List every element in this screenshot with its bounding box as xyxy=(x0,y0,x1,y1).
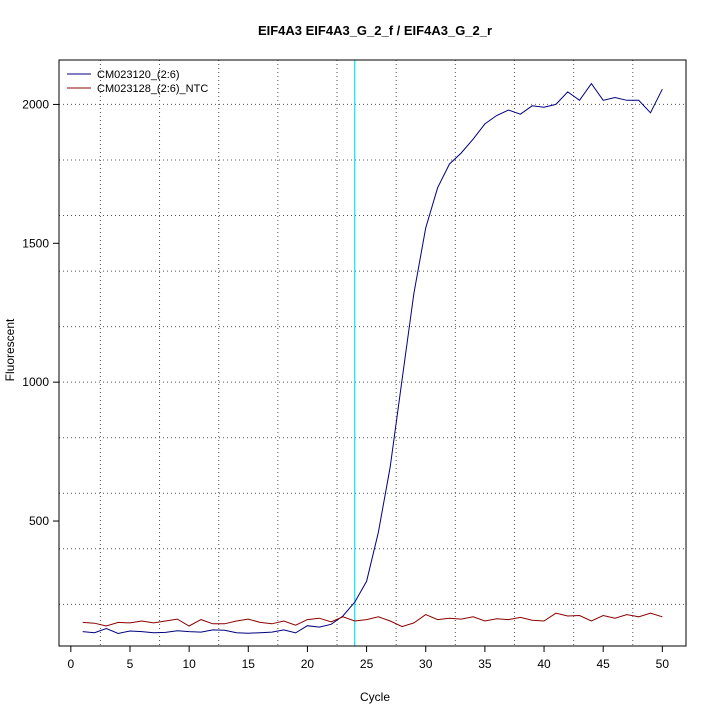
plot-frame xyxy=(58,59,687,647)
chart-title: EIF4A3 EIF4A3_G_2_f / EIF4A3_G_2_r xyxy=(258,23,492,38)
x-tick-label: 0 xyxy=(67,657,74,671)
x-tick-label: 10 xyxy=(182,657,196,671)
legend-entry-label: CM023128_(2:6)_NTC xyxy=(97,83,208,95)
series-line-1 xyxy=(82,82,663,635)
x-axis: 0 5 10 15 20 25 30 35 40 45 50 xyxy=(67,646,669,671)
x-tick-label: 30 xyxy=(419,657,433,671)
x-tick-label: 5 xyxy=(127,657,134,671)
series-layer xyxy=(82,82,663,635)
y-axis-label: Fluorescent xyxy=(3,318,17,381)
grid xyxy=(59,60,686,646)
y-tick-label: 2000 xyxy=(22,97,49,111)
legend-entry-label: CM023120_(2:6) xyxy=(97,69,180,81)
x-tick-label: 15 xyxy=(242,657,256,671)
x-axis-label: Cycle xyxy=(360,690,390,704)
x-tick-label: 40 xyxy=(537,657,551,671)
x-tick-label: 25 xyxy=(360,657,374,671)
legend: CM023120_(2:6) CM023128_(2:6)_NTC xyxy=(67,69,208,95)
series-line-2 xyxy=(82,612,663,628)
x-tick-label: 50 xyxy=(656,657,670,671)
x-tick-label: 20 xyxy=(301,657,315,671)
x-tick-label: 45 xyxy=(597,657,611,671)
y-tick-label: 500 xyxy=(29,514,49,528)
x-tick-label: 35 xyxy=(478,657,492,671)
y-axis: 500 1000 1500 2000 xyxy=(22,97,59,528)
y-tick-label: 1500 xyxy=(22,236,49,250)
y-tick-label: 1000 xyxy=(22,375,49,389)
